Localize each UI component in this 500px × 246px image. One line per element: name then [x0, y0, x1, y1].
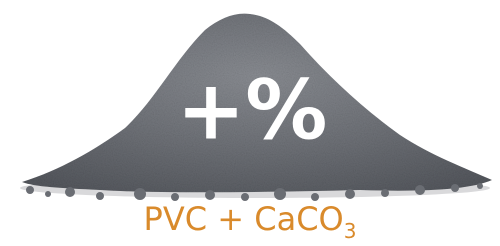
image: +% PVC + CaCO3	[0, 0, 500, 246]
page: +% PVC + CaCO3 (() => { const data = JSO…	[0, 0, 500, 246]
percent-symbol: +%	[177, 63, 328, 158]
caption: PVC + CaCO3	[144, 200, 357, 243]
caption-text: PVC + CaCO	[144, 200, 344, 238]
caption-subscript: 3	[344, 219, 357, 243]
